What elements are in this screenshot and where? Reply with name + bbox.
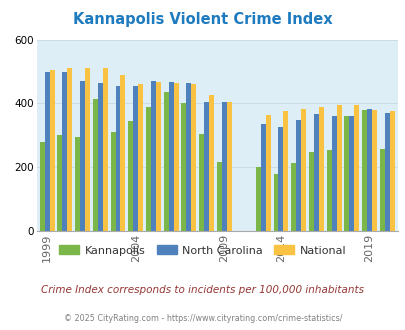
Bar	[265, 115, 270, 231]
Bar	[181, 103, 186, 231]
Bar	[40, 142, 45, 231]
Bar	[384, 113, 389, 231]
Bar	[45, 72, 49, 231]
Bar	[371, 110, 376, 231]
Bar	[318, 107, 323, 231]
Bar	[151, 81, 156, 231]
Bar	[57, 135, 62, 231]
Bar	[283, 112, 288, 231]
Bar	[296, 120, 301, 231]
Bar	[343, 116, 348, 231]
Bar	[49, 70, 54, 231]
Bar	[80, 81, 85, 231]
Bar	[260, 124, 265, 231]
Bar	[361, 110, 366, 231]
Bar	[128, 121, 133, 231]
Bar	[226, 102, 231, 231]
Bar	[93, 99, 98, 231]
Text: Crime Index corresponds to incidents per 100,000 inhabitants: Crime Index corresponds to incidents per…	[41, 285, 364, 295]
Bar	[348, 116, 354, 231]
Legend: Kannapolis, North Carolina, National: Kannapolis, North Carolina, National	[55, 241, 350, 260]
Bar	[336, 105, 341, 231]
Bar	[191, 84, 196, 231]
Bar	[110, 132, 115, 231]
Bar	[98, 82, 102, 231]
Bar	[389, 112, 394, 231]
Bar	[290, 163, 296, 231]
Bar	[85, 68, 90, 231]
Bar	[67, 68, 72, 231]
Bar	[313, 114, 318, 231]
Bar	[278, 127, 283, 231]
Bar	[221, 102, 226, 231]
Bar	[168, 82, 173, 231]
Bar	[216, 162, 221, 231]
Bar	[138, 83, 143, 231]
Bar	[115, 86, 120, 231]
Bar	[156, 82, 160, 231]
Bar	[366, 109, 371, 231]
Text: © 2025 CityRating.com - https://www.cityrating.com/crime-statistics/: © 2025 CityRating.com - https://www.city…	[64, 314, 341, 323]
Bar	[62, 72, 67, 231]
Bar	[120, 75, 125, 231]
Bar	[273, 174, 278, 231]
Bar	[75, 137, 80, 231]
Text: Kannapolis Violent Crime Index: Kannapolis Violent Crime Index	[73, 12, 332, 26]
Bar	[301, 109, 305, 231]
Bar	[102, 68, 107, 231]
Bar	[379, 149, 384, 231]
Bar	[308, 152, 313, 231]
Bar	[146, 107, 151, 231]
Bar	[173, 82, 178, 231]
Bar	[133, 86, 138, 231]
Bar	[198, 134, 204, 231]
Bar	[354, 105, 358, 231]
Bar	[326, 150, 331, 231]
Bar	[163, 92, 168, 231]
Bar	[331, 116, 336, 231]
Bar	[186, 82, 191, 231]
Bar	[255, 167, 260, 231]
Bar	[209, 95, 213, 231]
Bar	[204, 102, 209, 231]
